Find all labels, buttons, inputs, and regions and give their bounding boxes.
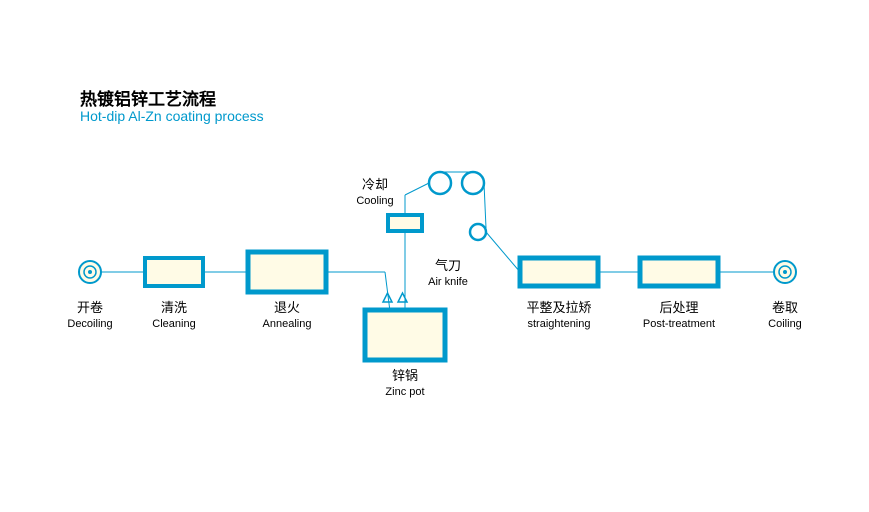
label-annealing-cn: 退火 xyxy=(252,300,322,317)
coiling-coil xyxy=(774,261,796,283)
label-straightening: 平整及拉矫 straightening xyxy=(517,300,601,331)
label-cleaning-cn: 清洗 xyxy=(144,300,204,317)
label-coiling-cn: 卷取 xyxy=(760,300,810,317)
label-cooling: 冷却 Cooling xyxy=(345,177,405,208)
label-zincpot: 锌锅 Zinc pot xyxy=(370,368,440,399)
label-cleaning: 清洗 Cleaning xyxy=(144,300,204,331)
air-knife-triangles xyxy=(383,293,407,302)
label-cleaning-en: Cleaning xyxy=(144,317,204,331)
label-zincpot-cn: 锌锅 xyxy=(370,368,440,385)
label-post: 后处理 Post-treatment xyxy=(632,300,726,331)
roller-2 xyxy=(462,172,484,194)
label-airknife-cn: 气刀 xyxy=(418,258,478,275)
annealing-box xyxy=(248,252,326,292)
label-decoiling: 开卷 Decoiling xyxy=(60,300,120,331)
label-airknife-en: Air knife xyxy=(418,275,478,289)
cooling-box xyxy=(388,215,422,231)
label-post-cn: 后处理 xyxy=(632,300,726,317)
label-cooling-en: Cooling xyxy=(345,194,405,208)
label-annealing-en: Annealing xyxy=(252,317,322,331)
roller-3 xyxy=(470,224,486,240)
process-diagram xyxy=(0,0,869,512)
label-post-en: Post-treatment xyxy=(632,317,726,331)
label-cooling-cn: 冷却 xyxy=(345,177,405,194)
label-decoiling-en: Decoiling xyxy=(60,317,120,331)
cleaning-box xyxy=(145,258,203,286)
straightening-box xyxy=(520,258,598,286)
label-zincpot-en: Zinc pot xyxy=(370,385,440,399)
decoiling-coil xyxy=(79,261,101,283)
label-coiling-en: Coiling xyxy=(760,317,810,331)
label-straightening-en: straightening xyxy=(517,317,601,331)
label-annealing: 退火 Annealing xyxy=(252,300,322,331)
zinc-pot-box xyxy=(365,310,445,360)
label-airknife: 气刀 Air knife xyxy=(418,258,478,289)
roller-1 xyxy=(429,172,451,194)
label-decoiling-cn: 开卷 xyxy=(60,300,120,317)
post-treatment-box xyxy=(640,258,718,286)
label-coiling: 卷取 Coiling xyxy=(760,300,810,331)
label-straightening-cn: 平整及拉矫 xyxy=(517,300,601,317)
